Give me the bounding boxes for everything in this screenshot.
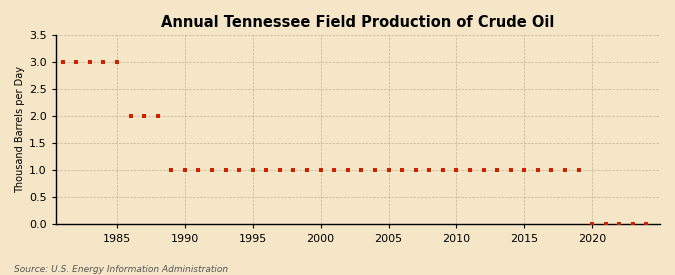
Point bbox=[193, 168, 204, 173]
Point bbox=[125, 114, 136, 119]
Point bbox=[315, 168, 326, 173]
Point bbox=[587, 222, 597, 227]
Point bbox=[546, 168, 557, 173]
Point bbox=[397, 168, 408, 173]
Point bbox=[356, 168, 367, 173]
Point bbox=[573, 168, 584, 173]
Point bbox=[533, 168, 543, 173]
Point bbox=[234, 168, 244, 173]
Point bbox=[98, 60, 109, 65]
Point bbox=[153, 114, 163, 119]
Point bbox=[166, 168, 177, 173]
Point bbox=[139, 114, 150, 119]
Point bbox=[451, 168, 462, 173]
Point bbox=[180, 168, 190, 173]
Point bbox=[383, 168, 394, 173]
Point bbox=[84, 60, 95, 65]
Point bbox=[261, 168, 272, 173]
Point bbox=[71, 60, 82, 65]
Point bbox=[560, 168, 570, 173]
Point bbox=[302, 168, 313, 173]
Point bbox=[275, 168, 286, 173]
Point bbox=[506, 168, 516, 173]
Point bbox=[491, 168, 502, 173]
Title: Annual Tennessee Field Production of Crude Oil: Annual Tennessee Field Production of Cru… bbox=[161, 15, 555, 30]
Point bbox=[410, 168, 421, 173]
Point bbox=[288, 168, 299, 173]
Point bbox=[437, 168, 448, 173]
Point bbox=[247, 168, 258, 173]
Point bbox=[478, 168, 489, 173]
Point bbox=[207, 168, 217, 173]
Text: Source: U.S. Energy Information Administration: Source: U.S. Energy Information Administ… bbox=[14, 265, 227, 274]
Point bbox=[628, 222, 639, 227]
Point bbox=[614, 222, 624, 227]
Point bbox=[424, 168, 435, 173]
Point bbox=[600, 222, 611, 227]
Point bbox=[111, 60, 122, 65]
Point bbox=[641, 222, 652, 227]
Point bbox=[57, 60, 68, 65]
Point bbox=[342, 168, 353, 173]
Point bbox=[519, 168, 530, 173]
Point bbox=[329, 168, 340, 173]
Point bbox=[220, 168, 231, 173]
Point bbox=[369, 168, 380, 173]
Y-axis label: Thousand Barrels per Day: Thousand Barrels per Day bbox=[15, 66, 25, 193]
Point bbox=[464, 168, 475, 173]
